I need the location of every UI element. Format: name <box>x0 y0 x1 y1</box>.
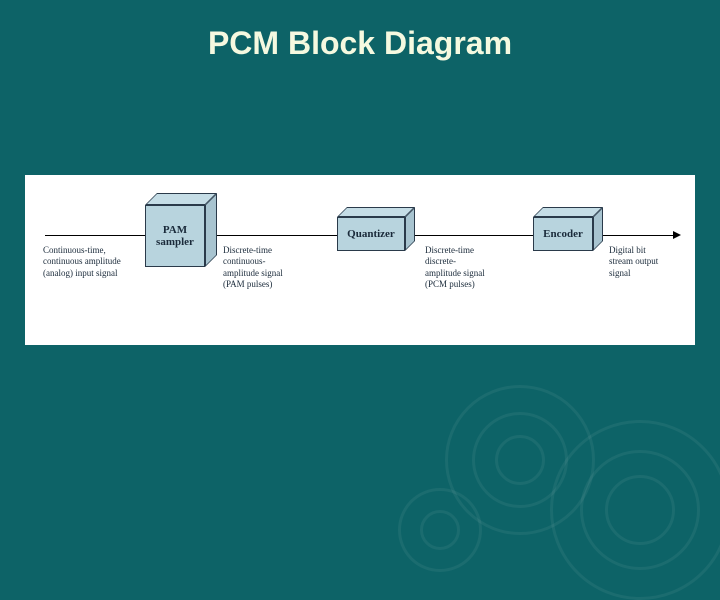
signal-label-encoder-output: Digital bitstream outputsignal <box>609 245 689 279</box>
signal-label-pam-output: Discrete-timecontinuous-amplitude signal… <box>223 245 323 290</box>
arrow-head-icon <box>673 231 681 239</box>
signal-label-input-signal: Continuous-time,continuous amplitude(ana… <box>43 245 148 279</box>
block-label-pam-sampler: PAMsampler <box>145 205 205 267</box>
block-quantizer: Quantizer <box>337 217 405 251</box>
page-title: PCM Block Diagram <box>0 0 720 62</box>
block-encoder: Encoder <box>533 217 593 251</box>
block-label-quantizer: Quantizer <box>337 217 405 251</box>
ripple-circle <box>398 488 482 572</box>
block-pam-sampler: PAMsampler <box>145 205 205 267</box>
signal-label-quantizer-output: Discrete-timediscrete-amplitude signal(P… <box>425 245 525 290</box>
background-ripples <box>380 300 720 600</box>
block-label-encoder: Encoder <box>533 217 593 251</box>
